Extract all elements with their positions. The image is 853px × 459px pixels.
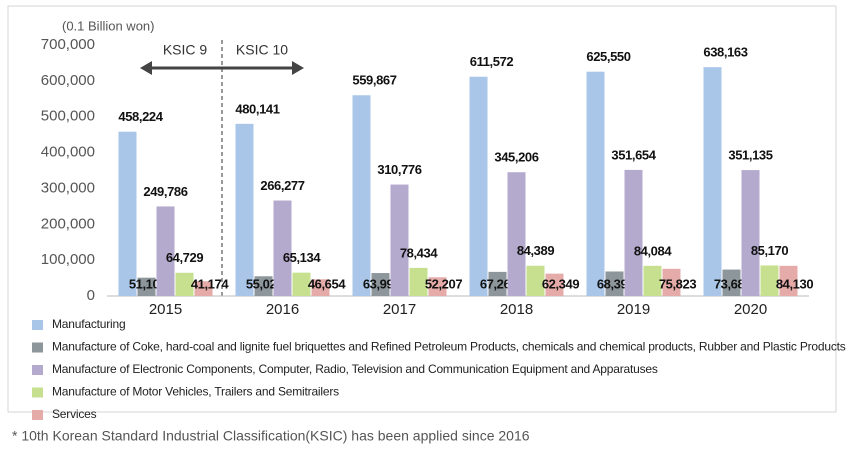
x-tick-label: 2015 [149, 301, 182, 318]
y-tick-label: 300,000 [41, 179, 95, 196]
bar [545, 273, 564, 296]
bar [488, 271, 507, 296]
legend-label: Manufacture of Electronic Components, Co… [52, 362, 658, 376]
arrow-head [140, 61, 152, 75]
data-label: 52,207 [425, 276, 463, 291]
data-label: 85,170 [751, 243, 789, 258]
legend-label: Manufacturing [52, 317, 125, 331]
annotation: KSIC 10 [236, 42, 288, 58]
bar [703, 67, 722, 297]
bar [175, 272, 194, 296]
legend-label: Services [52, 407, 97, 421]
annotation: KSIC 9 [163, 42, 208, 58]
bar [273, 200, 292, 296]
y-tick-label: 200,000 [41, 215, 95, 232]
data-label: 458,224 [118, 109, 163, 124]
bar [643, 265, 662, 296]
data-label: 84,130 [776, 276, 814, 291]
legend-swatch [32, 342, 43, 353]
data-label: 559,867 [352, 73, 396, 88]
bar [118, 131, 137, 296]
bar [428, 277, 447, 296]
bar [311, 279, 330, 296]
bar [352, 95, 371, 297]
data-label: 75,823 [659, 276, 697, 291]
legend-label: Manufacture of Motor Vehicles, Trailers … [52, 385, 339, 399]
bar [469, 76, 488, 296]
bar [624, 169, 643, 296]
bar [722, 269, 741, 296]
data-label: 62,349 [542, 276, 580, 291]
x-tick-label: 2018 [500, 301, 533, 318]
data-label: 266,277 [260, 178, 304, 193]
data-label: 625,550 [586, 49, 630, 64]
bar [760, 265, 779, 296]
y-tick-label: 400,000 [41, 144, 95, 161]
bar [586, 71, 605, 296]
bar [526, 265, 545, 296]
footnote: * 10th Korean Standard Industrial Classi… [12, 428, 530, 444]
data-label: 480,141 [235, 101, 279, 116]
data-label: 46,654 [308, 276, 347, 291]
y-tick-label: 500,000 [41, 108, 95, 125]
y-tick-label: 0 [87, 287, 95, 304]
bar [409, 267, 428, 296]
legend-swatch [32, 387, 43, 398]
legend-swatch [32, 365, 43, 375]
y-tick-label: 700,000 [41, 36, 95, 53]
data-label: 84,389 [517, 243, 555, 258]
bar [371, 273, 390, 296]
unit-label: (0.1 Billion won) [62, 18, 155, 33]
legend-swatch [32, 410, 43, 420]
chart-frame [7, 5, 837, 413]
arrow-head [292, 61, 304, 75]
bar [662, 268, 681, 296]
x-tick-label: 2020 [734, 301, 767, 318]
bar [779, 265, 798, 296]
x-tick-label: 2019 [617, 301, 650, 318]
y-tick-label: 600,000 [41, 72, 95, 89]
bar [156, 206, 175, 296]
data-label: 78,434 [400, 245, 439, 260]
bar [292, 272, 311, 296]
bar [254, 276, 273, 296]
bar [507, 172, 526, 296]
bar [390, 184, 409, 296]
data-label: 65,134 [283, 250, 322, 265]
bar [741, 170, 760, 296]
data-label: 345,206 [494, 150, 538, 165]
data-label: 249,786 [143, 184, 187, 199]
x-tick-label: 2016 [266, 301, 299, 318]
data-label: 310,776 [377, 162, 421, 177]
data-label: 41,174 [191, 276, 230, 291]
data-label: 638,163 [703, 45, 747, 60]
data-label: 351,654 [611, 147, 656, 162]
data-label: 351,135 [728, 148, 772, 163]
bar [137, 277, 156, 296]
data-label: 64,729 [166, 250, 204, 265]
data-label: 611,572 [470, 54, 514, 69]
bar [235, 123, 254, 296]
x-tick-label: 2017 [383, 301, 416, 318]
legend-swatch [32, 320, 43, 330]
bar [605, 271, 624, 296]
legend-label: Manufacture of Coke, hard-coal and ligni… [52, 340, 846, 354]
data-label: 84,084 [634, 243, 673, 258]
bar [194, 281, 213, 296]
y-tick-label: 100,000 [41, 251, 95, 268]
